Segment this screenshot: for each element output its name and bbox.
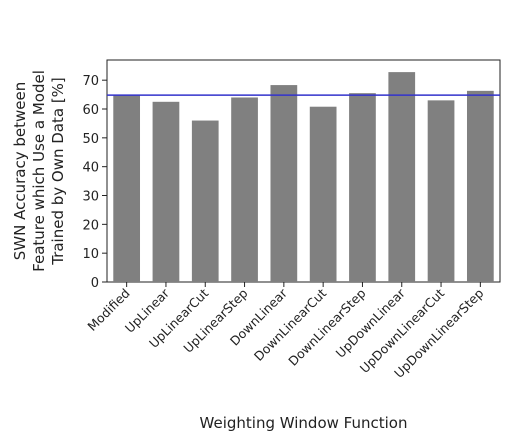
y-tick-label: 50 <box>82 132 99 147</box>
y-tick-label: 10 <box>82 247 99 262</box>
bar-updownlinear <box>388 72 416 282</box>
bar-downlinearcut <box>309 106 337 282</box>
y-axis-label: SWN Accuracy between Feature which Use a … <box>11 70 67 272</box>
bars-group <box>113 72 494 282</box>
bar-uplinearstep <box>231 97 258 282</box>
bar-modified <box>113 94 141 282</box>
x-ticks-group: ModifiedUpLinearUpLinearCutUpLinearStepD… <box>84 282 487 381</box>
axes-frame <box>106 59 501 283</box>
y-tick-label: 30 <box>82 190 99 205</box>
y-axis-label-line: Trained by Own Data [%] <box>49 77 67 266</box>
bar-updownlinearstep <box>466 90 494 282</box>
y-axis-label-line: Feature which Use a Model <box>30 70 48 272</box>
y-ticks-group: 0 10 20 30 40 50 60 70 <box>82 74 107 291</box>
y-tick-label: 20 <box>82 218 99 233</box>
y-tick-label: 0 <box>91 276 99 291</box>
x-axis-label: Weighting Window Function <box>200 414 408 432</box>
bar-downlinear <box>270 85 298 282</box>
bar-uplinearcut <box>191 120 219 282</box>
x-tick-label: UpDownLinear <box>333 285 409 361</box>
y-tick-label: 40 <box>82 161 99 176</box>
y-axis-label-line: SWN Accuracy between <box>11 82 29 260</box>
y-tick-label: 60 <box>82 103 99 118</box>
y-tick-label: 70 <box>82 74 99 89</box>
bar-downlinearstep <box>349 93 376 282</box>
bar-uplinear <box>152 101 180 282</box>
bar-updownlinearcut <box>427 100 455 282</box>
